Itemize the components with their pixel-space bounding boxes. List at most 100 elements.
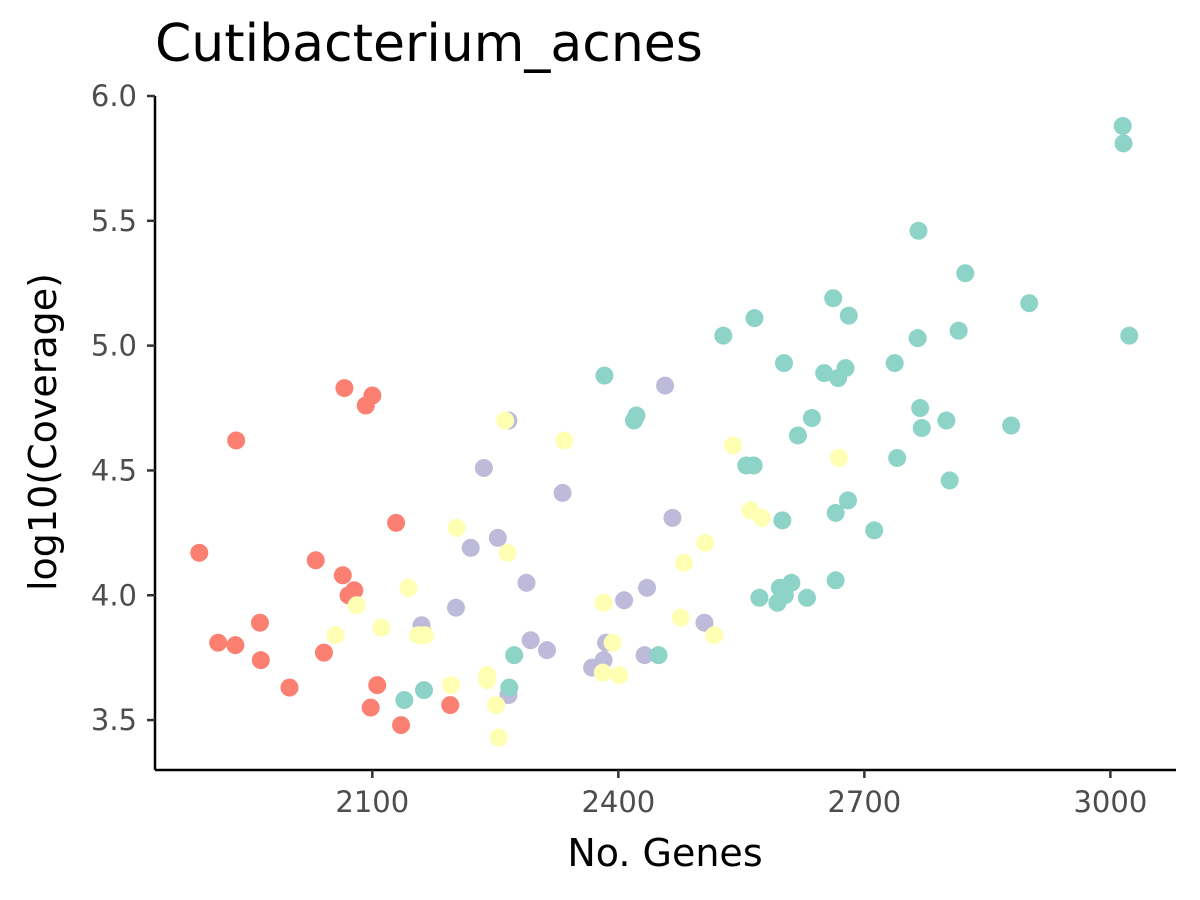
data-point: [627, 406, 646, 425]
data-point: [487, 696, 506, 715]
data-point: [911, 399, 930, 418]
data-point: [908, 329, 927, 348]
x-tick-label: 2100: [335, 785, 409, 819]
data-point: [824, 289, 843, 308]
data-point: [885, 354, 904, 373]
data-point: [750, 588, 769, 607]
data-point: [478, 666, 497, 685]
x-tick-label: 3000: [1073, 785, 1147, 819]
data-point: [603, 633, 622, 652]
data-point: [940, 471, 959, 490]
data-point: [363, 386, 382, 405]
data-point: [441, 696, 460, 715]
data-point: [415, 626, 434, 645]
data-point: [190, 543, 209, 562]
data-point: [395, 691, 414, 710]
data-point: [744, 456, 763, 475]
data-point: [663, 508, 682, 527]
data-point: [752, 508, 771, 527]
data-point: [826, 503, 845, 522]
data-point: [209, 633, 228, 652]
data-point: [1002, 416, 1021, 435]
data-point: [826, 571, 845, 590]
data-point: [446, 598, 465, 617]
data-point: [671, 608, 690, 627]
data-point: [496, 411, 515, 430]
y-tick-label: 4.0: [91, 578, 137, 612]
data-point: [361, 698, 380, 717]
data-point: [537, 641, 556, 660]
y-axis-ticks: 3.5 4.0 4.5 5.0 5.5 6.0: [91, 79, 155, 737]
data-point: [372, 618, 391, 637]
data-point: [442, 676, 461, 695]
data-point: [788, 426, 807, 445]
data-point: [474, 458, 493, 477]
data-point: [912, 419, 931, 438]
points-layer: [190, 116, 1139, 747]
data-point: [461, 538, 480, 557]
data-point: [888, 448, 907, 467]
data-point: [635, 646, 654, 665]
data-point: [1114, 134, 1133, 153]
data-point: [610, 666, 629, 685]
data-point: [488, 528, 507, 547]
data-point: [615, 591, 634, 610]
data-point: [250, 613, 269, 632]
chart-title: Cutibacterium_acnes: [155, 14, 703, 74]
data-point: [714, 326, 733, 345]
data-point: [1120, 326, 1139, 345]
data-point: [782, 573, 801, 592]
data-point: [815, 364, 834, 383]
data-point: [489, 728, 508, 747]
x-tick-label: 2400: [581, 785, 655, 819]
data-point: [956, 264, 975, 283]
data-point: [553, 483, 572, 502]
data-point: [498, 543, 517, 562]
data-point: [306, 551, 325, 570]
y-tick-label: 3.5: [91, 703, 137, 737]
data-point: [333, 566, 352, 585]
data-point: [392, 716, 411, 735]
data-point: [705, 626, 724, 645]
data-point: [347, 596, 366, 615]
data-point: [695, 613, 714, 632]
data-point: [399, 578, 418, 597]
data-point: [656, 376, 675, 395]
data-point: [836, 359, 855, 378]
data-point: [802, 409, 821, 428]
data-point: [829, 448, 848, 467]
data-point: [649, 646, 668, 665]
data-point: [345, 581, 364, 600]
data-point: [314, 643, 333, 662]
data-point: [500, 678, 519, 697]
data-point: [505, 646, 524, 665]
data-point: [387, 513, 406, 532]
data-point: [226, 636, 245, 655]
data-point: [517, 573, 536, 592]
data-point: [724, 436, 743, 455]
data-point: [839, 306, 858, 325]
data-point: [368, 676, 387, 695]
y-tick-label: 6.0: [91, 79, 137, 113]
data-point: [594, 593, 613, 612]
data-point: [595, 366, 614, 385]
x-axis-title: No. Genes: [567, 831, 762, 875]
data-point: [638, 578, 657, 597]
data-point: [745, 309, 764, 328]
y-tick-label: 5.0: [91, 329, 137, 363]
data-point: [773, 511, 792, 530]
y-axis-title: log10(Coverage): [21, 273, 65, 591]
data-point: [949, 321, 968, 340]
x-axis-ticks: 2100 2400 2700 3000: [335, 770, 1147, 819]
data-point: [865, 521, 884, 540]
data-point: [1113, 116, 1132, 135]
data-point: [414, 681, 433, 700]
data-point: [1020, 294, 1039, 313]
data-point: [335, 379, 354, 398]
data-point: [838, 491, 857, 510]
data-point: [593, 663, 612, 682]
data-point: [937, 411, 956, 430]
data-point: [521, 631, 540, 650]
data-point: [447, 518, 466, 537]
